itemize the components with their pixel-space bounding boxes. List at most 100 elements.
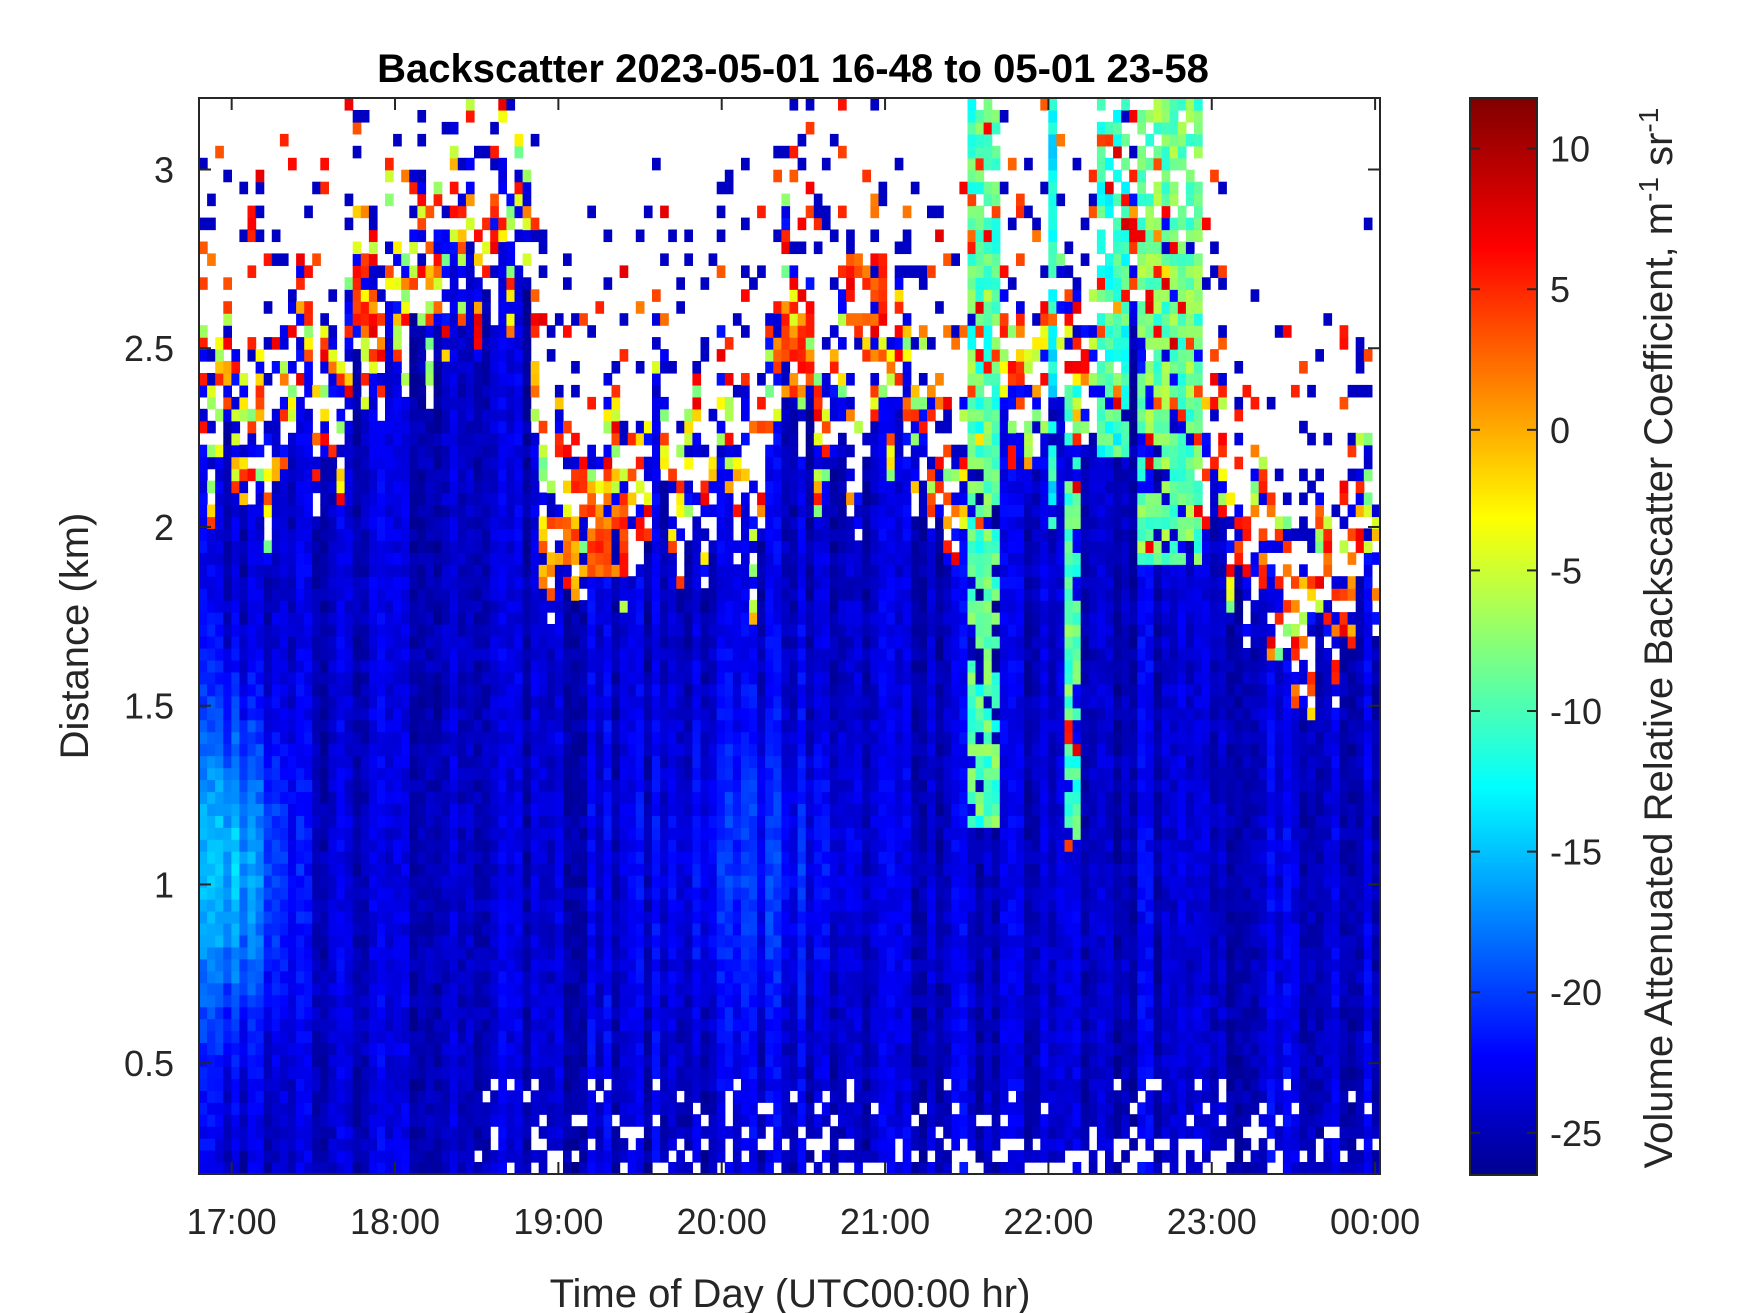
heatmap-cell — [304, 707, 313, 721]
heatmap-cell — [643, 743, 653, 757]
heatmap-cell — [385, 384, 394, 398]
heatmap-cell — [441, 253, 451, 266]
heatmap-cell — [749, 1018, 758, 1032]
heatmap-cell — [579, 803, 588, 816]
heatmap-cell — [255, 612, 265, 625]
heatmap-cell — [676, 683, 685, 697]
heatmap-cell — [603, 899, 613, 912]
heatmap-cell — [271, 528, 281, 541]
heatmap-cell — [563, 624, 572, 637]
heatmap-cell — [627, 970, 637, 984]
heatmap-cell — [692, 922, 702, 936]
heatmap-cell — [393, 624, 402, 637]
heatmap-cell — [716, 456, 726, 470]
heatmap-cell — [457, 600, 467, 613]
heatmap-cell — [506, 205, 516, 219]
heatmap-cell — [263, 564, 273, 577]
heatmap-cell — [716, 911, 726, 924]
heatmap-cell — [554, 540, 564, 553]
heatmap-cell — [757, 791, 766, 804]
heatmap-cell — [247, 408, 257, 422]
heatmap-cell — [732, 863, 742, 876]
heatmap-cell — [441, 803, 451, 816]
heatmap-cell — [506, 1066, 516, 1079]
heatmap-cell — [199, 528, 208, 541]
heatmap-cell — [554, 958, 564, 972]
heatmap-cell — [393, 875, 402, 888]
heatmap-cell — [732, 504, 742, 518]
heatmap-cell — [668, 576, 677, 589]
heatmap-cell — [522, 301, 532, 314]
heatmap-cell — [579, 564, 588, 577]
heatmap-cell — [263, 851, 273, 864]
heatmap-cell — [732, 839, 742, 852]
heatmap-cell — [288, 731, 297, 745]
heatmap-cell — [425, 803, 435, 816]
heatmap-cell — [595, 1066, 605, 1079]
heatmap-cell — [368, 1042, 378, 1056]
heatmap-cell — [433, 922, 443, 936]
heatmap-cell — [490, 1054, 499, 1067]
heatmap-cell — [724, 540, 734, 553]
heatmap-cell — [223, 863, 232, 876]
heatmap-cell — [288, 528, 297, 541]
heatmap-cell — [320, 1090, 329, 1103]
heatmap-cell — [449, 456, 459, 470]
heatmap-cell — [660, 731, 669, 745]
heatmap-cell — [482, 982, 491, 996]
heatmap-cell — [482, 576, 491, 589]
heatmap-cell — [393, 719, 402, 733]
heatmap-cell — [344, 420, 354, 434]
heatmap-cell — [660, 683, 669, 697]
heatmap-cell — [199, 863, 208, 876]
heatmap-cell — [635, 911, 645, 924]
heatmap-cell — [433, 815, 443, 828]
heatmap-cell — [425, 373, 435, 386]
heatmap-cell — [449, 707, 459, 721]
heatmap-cell — [449, 719, 459, 733]
heatmap-cell — [732, 576, 742, 589]
heatmap-cell — [482, 373, 491, 386]
heatmap-cell — [385, 588, 394, 601]
heatmap-cell — [652, 552, 661, 565]
heatmap-cell — [215, 456, 224, 470]
heatmap-cell — [563, 636, 572, 649]
heatmap-cell — [781, 1150, 791, 1163]
heatmap-cell — [676, 791, 685, 804]
heatmap-cell — [554, 779, 564, 793]
heatmap-cell — [296, 576, 305, 589]
heatmap-cell — [385, 899, 394, 912]
heatmap-cell — [352, 612, 362, 625]
heatmap-cell — [352, 1030, 362, 1044]
heatmap-cell — [571, 600, 580, 613]
heatmap-cell — [409, 922, 418, 936]
heatmap-cell — [457, 205, 467, 219]
heatmap-cell — [288, 576, 297, 589]
heatmap-cell — [716, 1102, 726, 1115]
heatmap-cell — [441, 576, 451, 589]
heatmap-cell — [457, 588, 467, 601]
heatmap-cell — [239, 1126, 249, 1139]
heatmap-cell — [207, 1042, 216, 1056]
heatmap-cell — [627, 432, 637, 446]
heatmap-cell — [741, 1078, 750, 1091]
heatmap-cell — [312, 659, 321, 673]
heatmap-cell — [360, 600, 370, 613]
heatmap-cell — [506, 934, 516, 948]
heatmap-cell — [328, 946, 338, 960]
heatmap-cell — [360, 301, 370, 314]
heatmap-cell — [288, 1006, 297, 1020]
heatmap-cell — [546, 791, 556, 804]
heatmap-cell — [239, 839, 249, 852]
heatmap-cell — [441, 384, 451, 398]
heatmap-cell — [611, 564, 621, 577]
heatmap-cell — [215, 683, 224, 697]
heatmap-cell — [498, 827, 507, 840]
heatmap-cell — [263, 887, 273, 900]
heatmap-cell — [692, 982, 702, 996]
heatmap-cell — [668, 839, 677, 852]
heatmap-cell — [377, 899, 386, 912]
heatmap-cell — [474, 851, 483, 864]
heatmap-cell — [724, 504, 734, 518]
heatmap-cell — [741, 325, 750, 338]
